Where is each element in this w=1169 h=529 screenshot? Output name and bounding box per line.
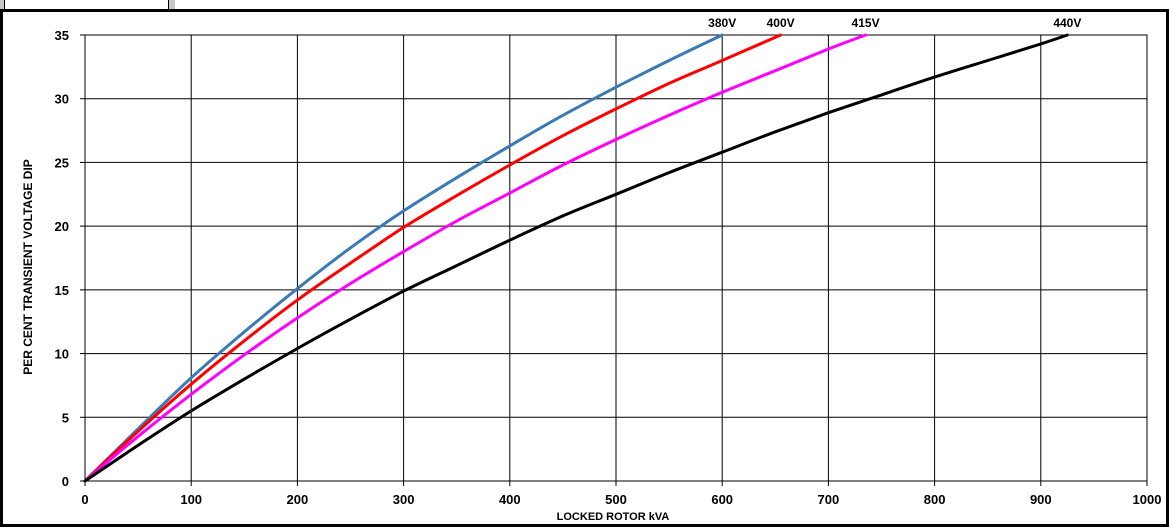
grid <box>84 34 1148 482</box>
series-line-400v <box>83 33 783 483</box>
x-tick-label: 500 <box>605 492 627 507</box>
y-axis-label: PER CENT TRANSIENT VOLTAGE DIP <box>21 159 35 375</box>
series-line-415v <box>83 33 868 483</box>
x-tick-label: 300 <box>393 492 415 507</box>
chart-frame: 0 100 200 300 400 500 600 700 800 900 1000 0 5 10 15 20… <box>0 9 1169 527</box>
x-tick-label: 1000 <box>1133 492 1162 507</box>
y-tick-label: 35 <box>55 28 69 43</box>
series-lines <box>83 33 1069 483</box>
x-tick-label: 700 <box>818 492 840 507</box>
series-line-440v <box>83 33 1069 483</box>
x-tick-label: 600 <box>711 492 733 507</box>
series-label-440v: 440V <box>1053 16 1081 30</box>
series-label-380v: 380V <box>708 16 736 30</box>
x-tick-label: 800 <box>924 492 946 507</box>
x-tick-label: 900 <box>1030 492 1052 507</box>
series-label-415v: 415V <box>852 16 880 30</box>
y-tick-label: 30 <box>55 92 69 107</box>
y-tick-label: 0 <box>62 474 69 489</box>
series-line-380v <box>83 33 724 483</box>
x-axis-label: LOCKED ROTOR kVA <box>557 511 670 523</box>
y-tick-label: 25 <box>55 155 69 170</box>
series-labels: 380V 400V 415V 440V <box>708 16 1081 30</box>
series-label-400v: 400V <box>767 16 795 30</box>
y-tick-label: 15 <box>55 283 69 298</box>
x-tick-label: 100 <box>180 492 202 507</box>
x-tick-label: 400 <box>499 492 521 507</box>
y-tick-label: 5 <box>62 410 69 425</box>
x-tick-label: 0 <box>81 492 88 507</box>
y-tick-label: 10 <box>55 347 69 362</box>
plot-area-border <box>84 34 1148 482</box>
voltage-dip-chart: 0 100 200 300 400 500 600 700 800 900 1000 0 5 10 15 20… <box>21 16 1162 523</box>
y-tick-label: 20 <box>55 219 69 234</box>
x-tick-label: 200 <box>287 492 309 507</box>
axes: 0 100 200 300 400 500 600 700 800 900 1000 0 5 10 15 20… <box>55 28 1162 507</box>
